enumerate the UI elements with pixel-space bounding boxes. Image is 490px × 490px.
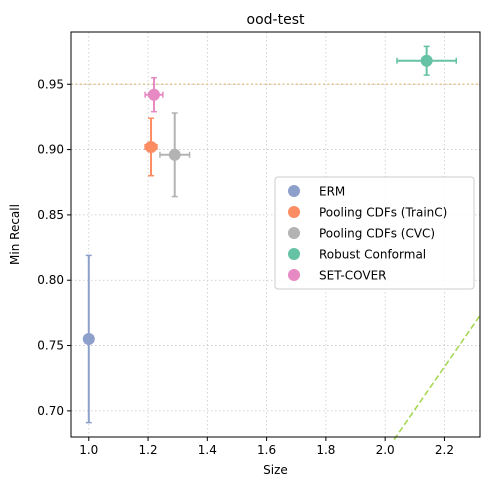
y-tick-label: 0.80 <box>37 273 64 287</box>
x-tick-label: 1.2 <box>139 443 158 457</box>
data-points <box>82 45 458 424</box>
legend-marker <box>288 248 300 260</box>
data-point <box>145 140 158 153</box>
legend-label: Robust Conformal <box>319 248 426 262</box>
x-tick-label: 1.4 <box>198 443 217 457</box>
legend-marker <box>288 227 300 239</box>
data-point <box>147 88 160 101</box>
x-axis-ticks: 1.0 1.2 1.4 1.6 1.8 2.0 2.2 <box>79 437 454 457</box>
reference-lines <box>71 83 481 441</box>
y-tick-label: 0.75 <box>37 339 64 353</box>
y-tick-label: 0.90 <box>37 143 64 157</box>
y-axis-label: Min Recall <box>8 204 22 265</box>
legend-marker <box>288 269 300 281</box>
data-point-group <box>82 254 95 424</box>
reference-line-diagonal <box>393 315 481 441</box>
y-tick-label: 0.70 <box>37 404 64 418</box>
data-point <box>168 148 181 161</box>
data-point <box>420 54 433 67</box>
x-tick-label: 1.0 <box>79 443 98 457</box>
x-tick-label: 2.2 <box>435 443 454 457</box>
x-tick-label: 1.8 <box>316 443 335 457</box>
plot-frame <box>70 31 481 438</box>
data-point-group <box>144 117 158 177</box>
x-tick-label: 1.6 <box>257 443 276 457</box>
x-tick-label: 2.0 <box>376 443 395 457</box>
y-tick-label: 0.95 <box>37 77 64 91</box>
legend-label: Pooling CDFs (TrainC) <box>319 206 447 220</box>
y-tick-label: 0.85 <box>37 208 64 222</box>
legend-label: Pooling CDFs (CVC) <box>319 227 435 241</box>
data-point-group <box>144 76 164 113</box>
chart-title: ood-test <box>247 12 305 28</box>
x-axis-label: Size <box>263 463 288 477</box>
y-axis-ticks: 0.70 0.75 0.80 0.85 0.90 0.95 <box>37 77 71 418</box>
legend-marker <box>288 206 300 218</box>
legend-box <box>274 176 475 290</box>
legend: ERM Pooling CDFs (TrainC) Pooling CDFs (CV… <box>274 176 475 290</box>
data-point-group <box>159 112 191 198</box>
legend-label: ERM <box>319 185 345 199</box>
data-point <box>82 333 95 346</box>
legend-label: SET-COVER <box>319 269 387 283</box>
data-point-group <box>396 45 458 76</box>
legend-marker <box>288 185 300 197</box>
